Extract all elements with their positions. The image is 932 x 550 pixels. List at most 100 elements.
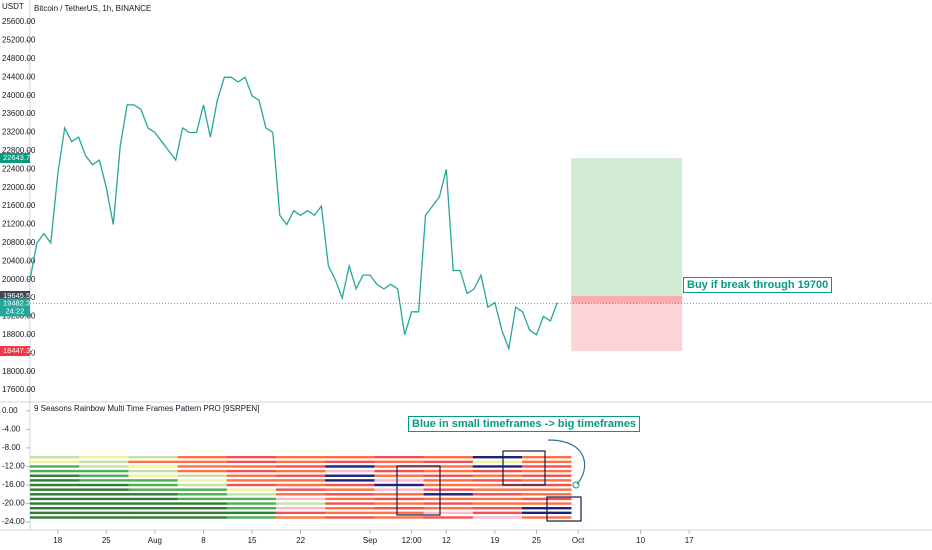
- rainbow-segment: [226, 479, 277, 482]
- price-tag-label: 18447.39: [3, 346, 34, 355]
- rainbow-segment: [374, 511, 424, 515]
- price-tag-sub: 24:22: [6, 306, 25, 315]
- rainbow-segment: [522, 479, 572, 482]
- rainbow-segment: [276, 460, 326, 464]
- rainbow-segment: [128, 483, 178, 487]
- rainbow-segment: [472, 465, 523, 468]
- target-zone: [571, 158, 683, 296]
- rainbow-segment: [423, 474, 474, 477]
- y-tick-label: 20400.00: [2, 256, 36, 265]
- rainbow-segment: [325, 465, 375, 468]
- rainbow-segment: [79, 465, 129, 468]
- rainbow-segment: [30, 479, 80, 482]
- rainbow-segment: [79, 474, 129, 477]
- y-tick-label: -20.00: [2, 499, 25, 508]
- y-tick-label: -8.00: [2, 443, 21, 452]
- rainbow-segment: [128, 502, 178, 505]
- rainbow-segment: [374, 497, 424, 501]
- y-tick-label: 18000.00: [2, 367, 36, 376]
- y-tick-label: 20800.00: [2, 238, 36, 247]
- rainbow-segment: [276, 511, 326, 515]
- x-tick-label: 12: [442, 536, 451, 545]
- rainbow-segment: [472, 502, 523, 505]
- rainbow-segment: [522, 488, 572, 491]
- rainbow-segment: [325, 455, 375, 459]
- y-tick-label: 0.00: [2, 406, 18, 415]
- rainbow-segment: [423, 479, 474, 482]
- rainbow-segment: [472, 483, 523, 487]
- rainbow-segment: [325, 488, 375, 491]
- y-tick-label: 20000.00: [2, 275, 36, 284]
- rainbow-segment: [374, 455, 424, 459]
- rainbow-segment: [177, 479, 228, 482]
- rainbow-segment: [226, 474, 277, 477]
- rainbow-segment: [226, 502, 277, 505]
- rainbow-segment: [374, 507, 424, 510]
- x-tick-label: 12:00: [402, 536, 423, 545]
- y-tick-label: 25600.00: [2, 17, 36, 26]
- price-tag: [0, 290, 30, 301]
- rainbow-segment: [423, 455, 474, 459]
- rainbow-segment: [325, 516, 375, 519]
- rainbow-segment: [276, 488, 326, 491]
- rainbow-segment: [522, 493, 572, 496]
- rainbow-segment: [423, 493, 474, 496]
- stop-zone: [571, 295, 683, 352]
- y-tick-label: 22800.00: [2, 146, 36, 155]
- rainbow-segment: [226, 455, 277, 459]
- rainbow-segment: [128, 469, 178, 473]
- rainbow-segment: [325, 511, 375, 515]
- rainbow-segment: [30, 460, 80, 464]
- rainbow-segment: [276, 474, 326, 477]
- rainbow-segment: [472, 469, 523, 473]
- rainbow-segment: [226, 469, 277, 473]
- rainbow-segment: [472, 497, 523, 501]
- rainbow-segment: [423, 460, 474, 464]
- price-tag: [0, 346, 30, 357]
- rainbow-segment: [226, 483, 277, 487]
- rainbow-segment: [79, 488, 129, 491]
- indicator-title: 9 Seasons Rainbow Multi Time Frames Patt…: [34, 404, 259, 413]
- rainbow-segment: [128, 479, 178, 482]
- price-line: [29, 76, 558, 352]
- rainbow-segment: [276, 507, 326, 510]
- rainbow-segment: [226, 460, 277, 464]
- marks: 17600.0018000.0018400.0018800.0019200.00…: [0, 17, 932, 545]
- x-tick-label: Oct: [572, 536, 585, 545]
- rainbow-segment: [177, 502, 228, 505]
- rainbow-segment: [79, 502, 129, 505]
- y-tick-label: 24000.00: [2, 91, 36, 100]
- rainbow-segment: [79, 483, 129, 487]
- rainbow-segment: [177, 516, 228, 519]
- rainbow-segment: [226, 488, 277, 491]
- y-tick-label: -16.00: [2, 480, 25, 489]
- rainbow-segment: [177, 455, 228, 459]
- arrow: [547, 439, 586, 485]
- rainbow-segment: [325, 493, 375, 496]
- rainbow-segment: [374, 493, 424, 496]
- rainbow-segment: [522, 483, 572, 487]
- rainbow-segment: [276, 465, 326, 468]
- rainbow-segment: [177, 474, 228, 477]
- rainbow-segment: [423, 507, 474, 510]
- y-tick-label: 22400.00: [2, 164, 36, 173]
- rainbow-segment: [522, 455, 572, 459]
- rainbow-segment: [128, 474, 178, 477]
- rainbow-segment: [276, 469, 326, 473]
- rainbow-segment: [128, 460, 178, 464]
- rainbow-segment: [472, 507, 523, 510]
- entry-zone: [571, 295, 683, 304]
- rainbow-segment: [30, 493, 80, 496]
- rainbow-segment: [79, 469, 129, 473]
- y-tick-label: 23600.00: [2, 109, 36, 118]
- rainbow-segment: [79, 507, 129, 510]
- rainbow-segment: [472, 460, 523, 464]
- rainbow-segment: [128, 493, 178, 496]
- rainbow-segment: [177, 511, 228, 515]
- rainbow-segment: [522, 460, 572, 464]
- y-tick-label: -12.00: [2, 462, 25, 471]
- rainbow-segment: [276, 497, 326, 501]
- rainbow-segment: [177, 469, 228, 473]
- rainbow-segment: [325, 483, 375, 487]
- price-tag-label: 19482.32: [3, 298, 34, 307]
